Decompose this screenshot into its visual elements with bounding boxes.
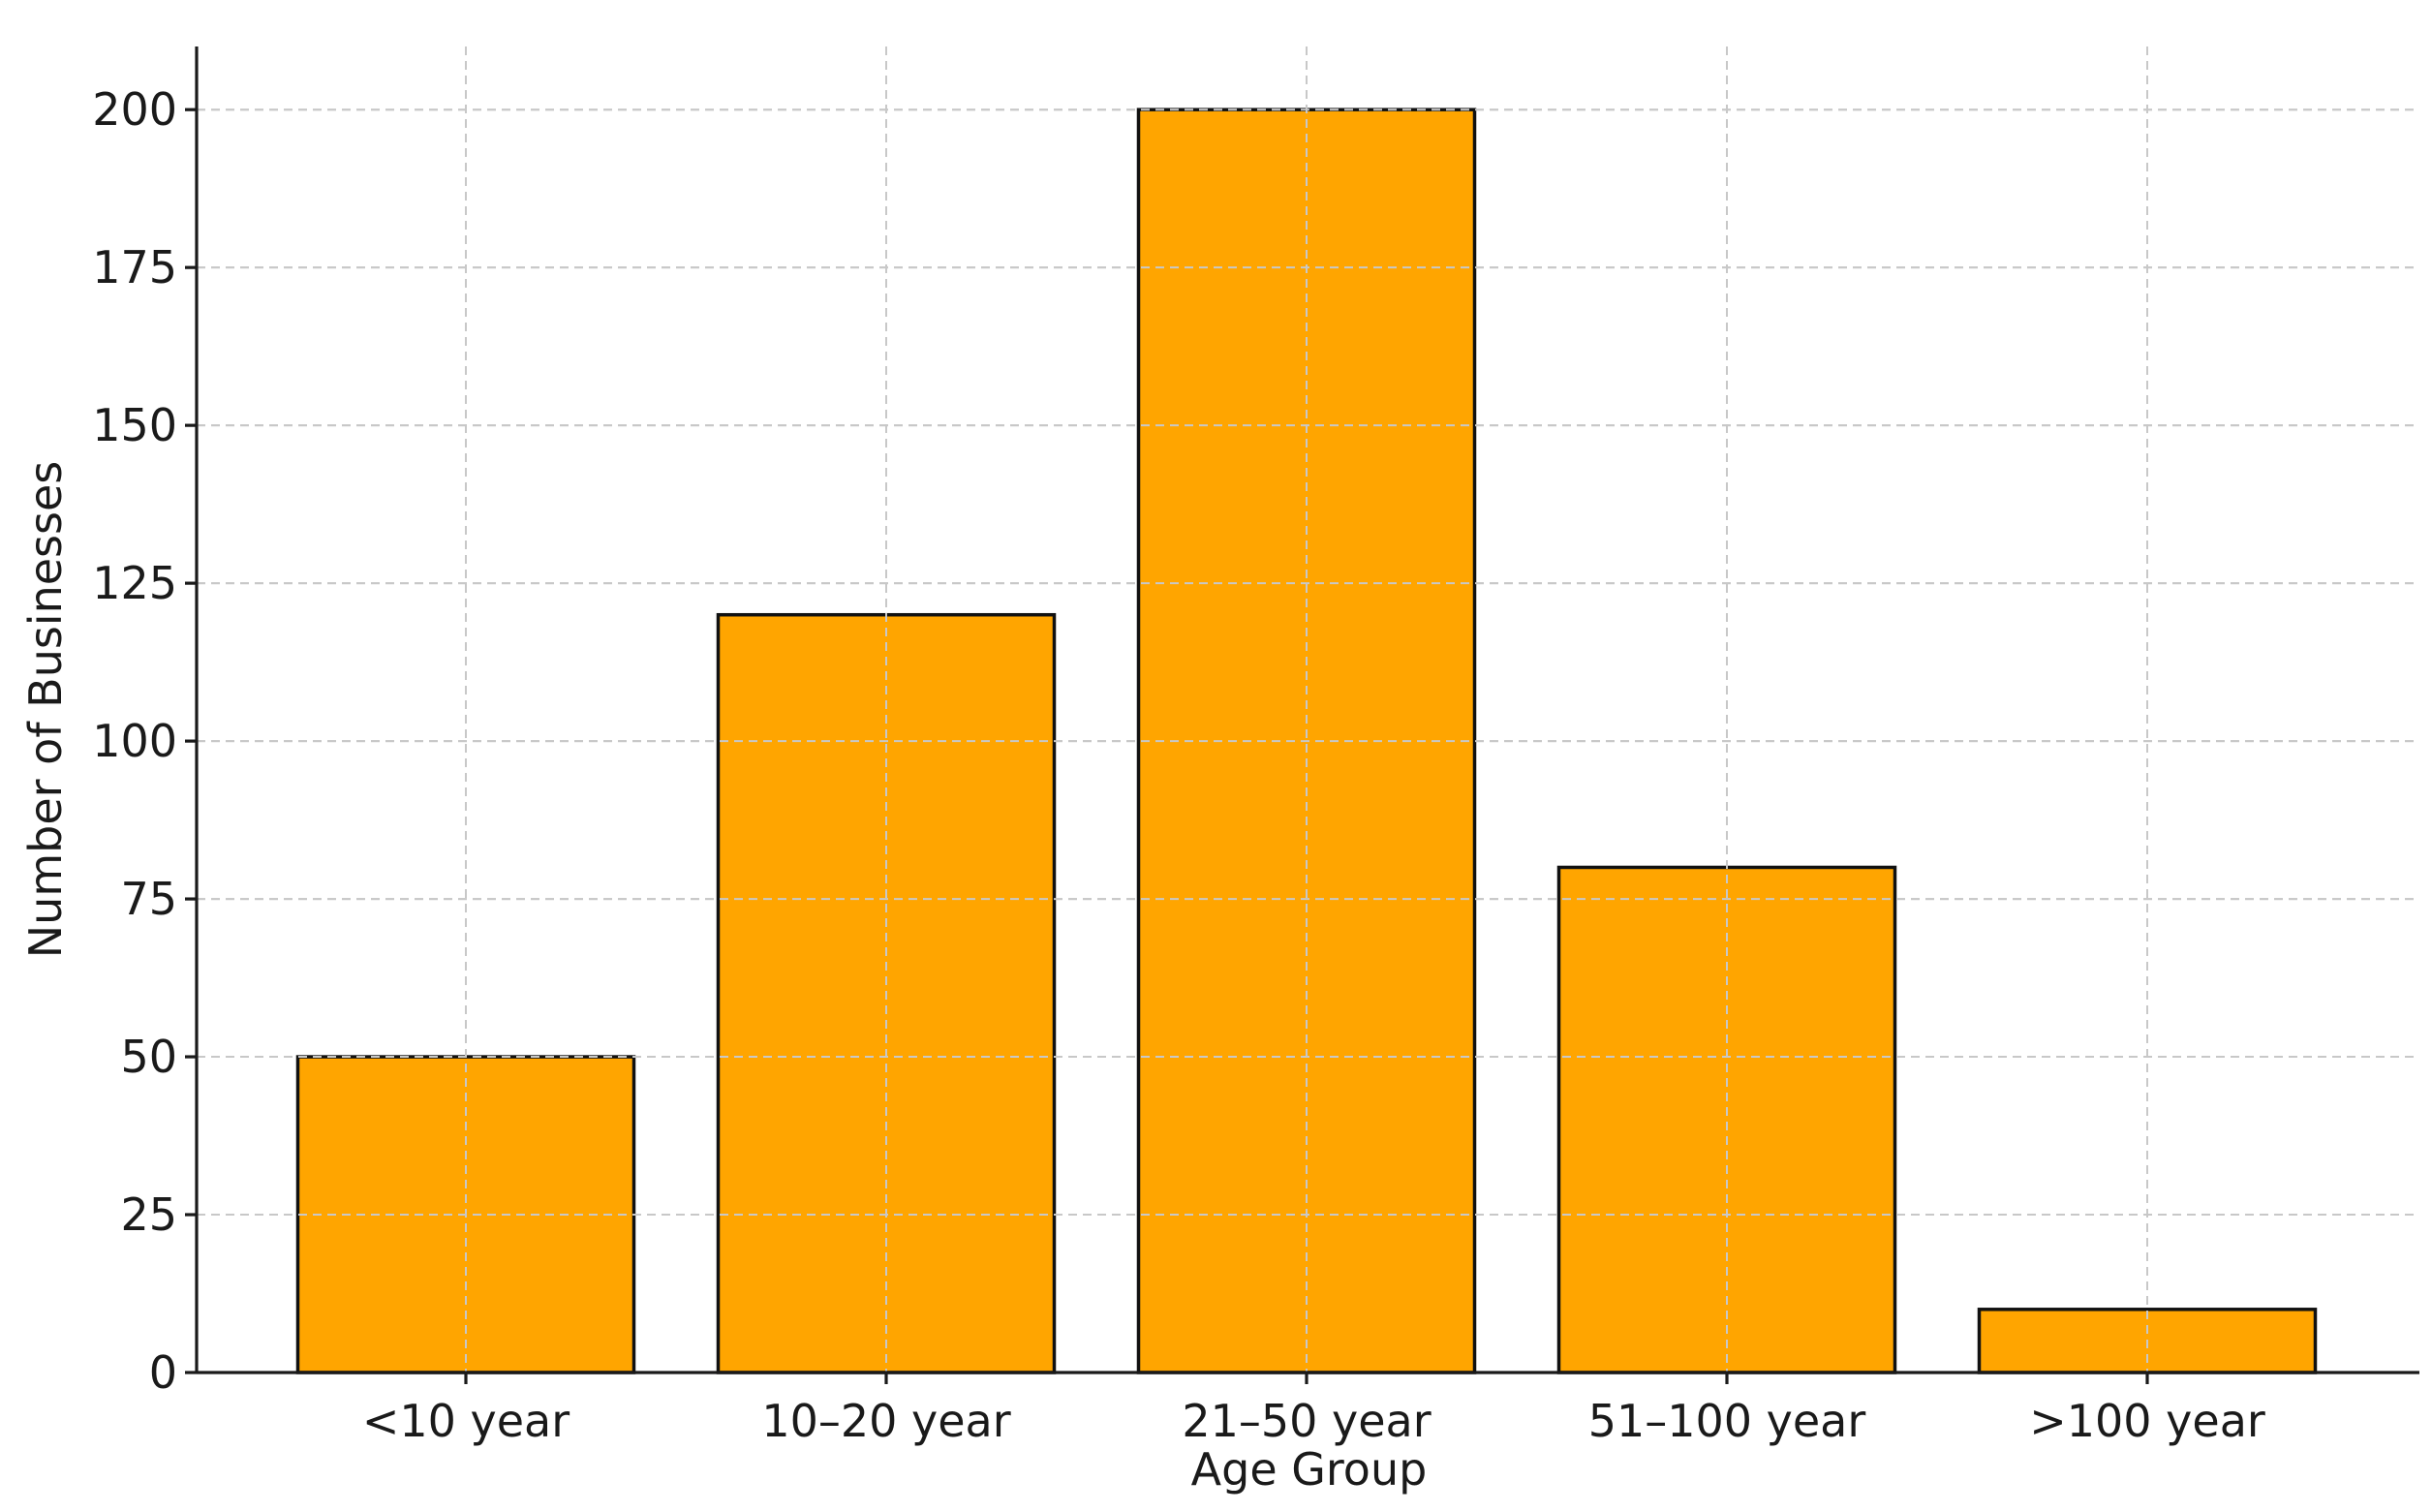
bars (197, 46, 2419, 1374)
x-tick-label: >100 year (2029, 1395, 2265, 1447)
y-tick-label: 75 (120, 873, 177, 925)
x-axis-title: Age Group (1191, 1443, 1428, 1496)
y-tick-label: 200 (92, 83, 177, 136)
y-tick-label: 50 (120, 1031, 177, 1083)
y-axis-title: Number of Businesses (19, 461, 72, 958)
y-tick-label: 100 (92, 715, 177, 767)
y-tick-label: 125 (92, 557, 177, 609)
y-tick-label: 0 (149, 1346, 177, 1399)
x-tick-label: 51–100 year (1588, 1395, 1866, 1447)
x-tick-label: 21–50 year (1182, 1395, 1431, 1447)
axes (185, 46, 2419, 1384)
y-tick-label: 25 (120, 1188, 177, 1241)
x-tick-label: <10 year (362, 1395, 570, 1447)
tick-labels: 0 25 50 75 100 125 150 175 200 <10 year 10–20 year… (92, 83, 2265, 1447)
x-tick-label: 10–20 year (761, 1395, 1010, 1447)
y-tick-label: 175 (92, 241, 177, 293)
y-tick-label: 150 (92, 399, 177, 451)
